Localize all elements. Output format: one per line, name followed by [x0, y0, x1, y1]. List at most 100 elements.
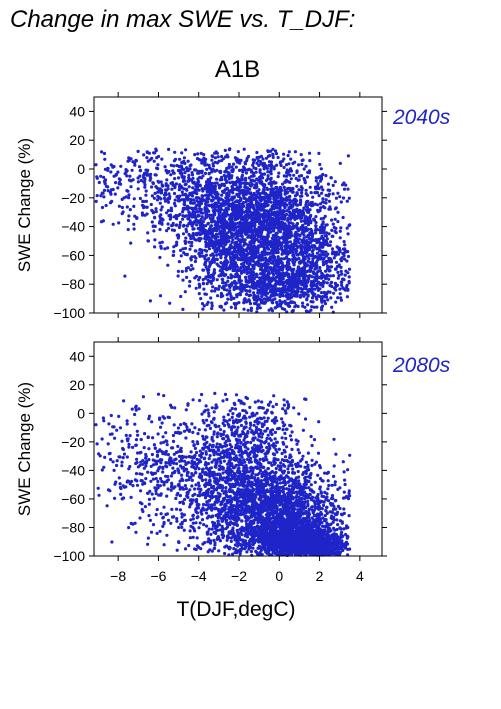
data-point [300, 162, 304, 166]
data-point [314, 227, 318, 231]
data-point [229, 297, 233, 301]
data-point [281, 200, 285, 204]
data-point [242, 243, 246, 247]
data-point [294, 239, 298, 243]
data-point [293, 283, 297, 287]
data-point [259, 262, 263, 266]
data-point [112, 174, 116, 178]
data-point [209, 176, 213, 180]
data-point [223, 148, 227, 152]
data-point [222, 212, 226, 216]
data-point [136, 180, 140, 184]
data-point [239, 269, 243, 273]
data-point [187, 185, 191, 189]
data-point [255, 161, 259, 165]
data-point [280, 280, 284, 284]
data-point [223, 250, 227, 254]
data-point [300, 186, 304, 190]
data-point [328, 205, 332, 209]
data-point [200, 302, 205, 306]
data-point [254, 199, 259, 203]
data-point [117, 221, 121, 225]
data-point [271, 253, 275, 257]
data-point [166, 187, 170, 191]
data-point [237, 168, 242, 172]
data-point [285, 281, 289, 286]
data-point [253, 223, 257, 227]
data-point [242, 226, 246, 230]
data-point [217, 183, 221, 187]
data-point [178, 157, 182, 161]
data-point [240, 234, 244, 238]
data-point [282, 165, 286, 170]
data-point [271, 249, 275, 253]
data-point [300, 194, 304, 198]
data-point [150, 208, 154, 212]
data-point [312, 279, 316, 283]
data-point [241, 247, 245, 251]
y-tick-label: −100 [53, 305, 85, 321]
data-point [328, 243, 332, 247]
data-point [275, 200, 279, 204]
data-point [185, 275, 189, 279]
data-point [219, 295, 223, 299]
data-point [166, 200, 171, 204]
data-point [232, 268, 236, 273]
data-point [119, 164, 123, 168]
data-point [244, 248, 248, 252]
data-point [301, 276, 305, 280]
data-point [290, 199, 294, 203]
data-point [201, 174, 205, 178]
data-point [208, 181, 212, 185]
data-point [331, 222, 335, 226]
data-point [196, 152, 200, 156]
data-point [289, 230, 293, 234]
data-point [207, 188, 212, 193]
data-point [314, 295, 318, 299]
data-point [342, 187, 347, 191]
data-point [250, 283, 254, 287]
data-point [313, 287, 317, 291]
data-point [269, 200, 273, 204]
data-point [256, 263, 260, 267]
data-point [286, 251, 290, 255]
data-point [303, 178, 307, 182]
data-point [187, 284, 192, 288]
data-point [343, 273, 347, 277]
data-point [257, 217, 261, 221]
data-point [178, 212, 182, 216]
data-point [127, 214, 131, 218]
data-point [287, 224, 291, 228]
data-point [338, 236, 342, 240]
data-point [263, 192, 267, 196]
data-point [188, 234, 192, 238]
data-point [322, 226, 327, 230]
data-point [203, 262, 207, 266]
data-point [308, 159, 312, 163]
data-point [266, 174, 270, 178]
data-point [290, 249, 294, 253]
data-point [151, 181, 155, 186]
data-point [242, 307, 246, 311]
data-point [240, 287, 244, 291]
data-point [241, 261, 246, 266]
data-point [216, 155, 220, 159]
data-point [236, 160, 240, 164]
data-point [199, 217, 203, 221]
data-point [253, 216, 257, 221]
data-point [229, 222, 233, 226]
data-point [94, 163, 98, 167]
data-point [319, 202, 323, 206]
data-point [290, 309, 294, 313]
data-point [283, 225, 287, 229]
data-point [237, 205, 241, 209]
data-point [242, 165, 246, 169]
data-point [268, 215, 272, 219]
data-point [146, 239, 150, 243]
data-point [310, 204, 314, 208]
data-point [190, 173, 195, 177]
data-point [244, 182, 248, 186]
data-point [271, 261, 275, 265]
data-point [247, 294, 251, 298]
data-point [316, 203, 320, 207]
